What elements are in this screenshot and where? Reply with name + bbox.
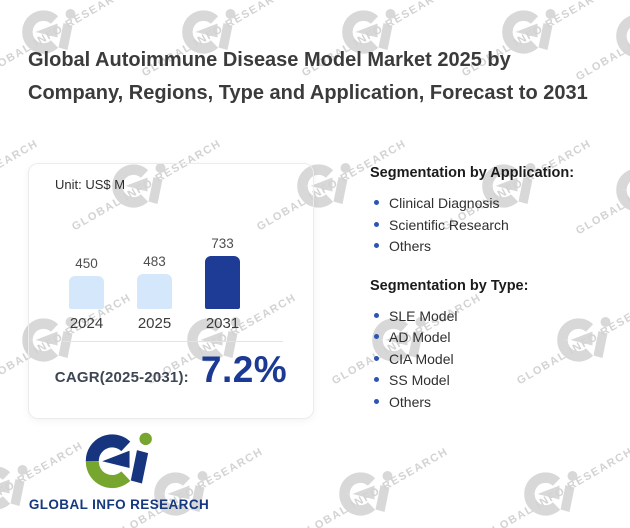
page-title: Global Autoimmune Disease Model Market 2… [28,49,588,104]
bar-chart: 450 2024 483 2025 733 2031 [29,236,313,332]
logo-text: GLOBAL INFO RESEARCH [28,497,210,512]
bar-value-label: 483 [143,254,166,269]
list-item-label: Others [389,393,432,410]
cagr-row: CAGR(2025-2031): 7.2% [29,349,313,391]
list-item: Scientific Research [370,216,620,238]
list-item-label: SS Model [389,372,450,388]
segmentation-application-list: Clinical Diagnosis Scientific Research Oth… [370,194,620,259]
bar-value-label: 733 [211,236,234,251]
segmentation-application-heading: Segmentation by Application: [370,165,575,181]
bar-column: 733 2031 [205,236,240,332]
list-item: Others [370,393,620,415]
list-item: CIA Model [370,350,620,372]
bullet-dot-icon [374,398,379,404]
bar-column: 450 2024 [69,256,104,332]
list-item-label: SLE Model [389,307,458,324]
gi-logo-icon [28,429,210,496]
list-item: Others [370,237,620,259]
bullet-dot-icon [374,355,379,361]
card-divider [63,341,283,342]
bar-year-label: 2025 [137,315,172,332]
bar-column: 483 2025 [137,254,172,332]
segmentation-type-heading: Segmentation by Type: [370,277,529,294]
bar-value-label: 450 [75,256,98,271]
bar-year-label: 2031 [205,315,240,332]
segmentation-panel: Segmentation by Application: Clinical Di… [370,165,620,418]
bullet-dot-icon [374,200,379,205]
cagr-value: 7.2% [200,349,288,390]
list-item: AD Model [370,328,620,350]
unit-label: Unit: US$ M [55,177,126,192]
segmentation-type-list: SLE Model AD Model CIA Model SS Model Others [370,307,620,415]
list-item-label: AD Model [389,329,451,345]
bar-year-label: 2024 [69,315,104,332]
bullet-dot-icon [374,312,379,318]
bullet-dot-icon [374,334,379,339]
bullet-dot-icon [374,243,379,248]
bullet-dot-icon [374,377,379,382]
bar-2025 [137,274,172,309]
list-item-label: Scientific Research [389,216,509,233]
list-item-label: Clinical Diagnosis [389,195,500,211]
global-info-research-logo: GLOBAL INFO RESEARCH [28,429,210,512]
market-chart-card: Unit: US$ M 450 2024 483 2025 733 2031 CAGR(2… [28,163,314,419]
list-item: SLE Model [370,307,620,329]
list-item: SS Model [370,371,620,393]
list-item: Clinical Diagnosis [370,194,620,216]
bar-2031 [205,256,240,309]
bullet-dot-icon [374,221,379,227]
list-item-label: Others [389,238,432,254]
cagr-label: CAGR(2025-2031): [54,369,189,386]
list-item-label: CIA Model [389,350,454,367]
bar-2024 [69,276,104,309]
